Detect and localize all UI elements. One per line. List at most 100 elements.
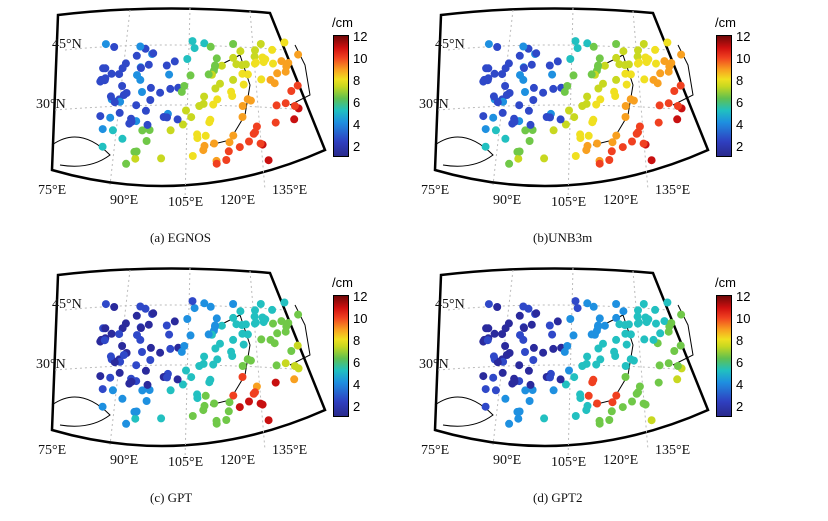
station-dot — [676, 81, 685, 90]
map-panel-3: 45°N 30°N 75°E 90°E 105°E 120°E 135°E /c… — [36, 265, 440, 520]
station-dot — [243, 95, 252, 104]
station-dot — [101, 40, 110, 49]
station-dot — [521, 386, 530, 395]
station-dot — [280, 298, 289, 307]
station-dot — [515, 361, 524, 370]
station-dot — [644, 315, 653, 324]
station-dot — [612, 300, 621, 308]
station-dot — [137, 324, 145, 332]
station-dot — [481, 385, 490, 394]
station-dot — [210, 139, 219, 148]
station-dot — [501, 324, 510, 333]
station-dot — [110, 43, 119, 51]
colorbar-tick: 12 — [353, 289, 368, 304]
station-dot — [484, 40, 493, 49]
station-dot — [644, 55, 653, 64]
station-dot — [141, 106, 150, 115]
station-dot — [626, 95, 635, 104]
station-dot — [188, 297, 197, 306]
station-dot — [561, 120, 570, 129]
station-dot — [294, 310, 303, 319]
station-dot — [199, 146, 208, 155]
station-dot — [619, 307, 628, 316]
station-dot — [539, 88, 548, 97]
station-dot — [149, 49, 158, 58]
station-dot — [290, 375, 299, 384]
station-dot — [521, 126, 530, 135]
station-dot — [225, 138, 234, 147]
station-dot — [138, 386, 147, 395]
station-dot — [110, 358, 119, 367]
station-dot — [256, 399, 265, 408]
station-dot — [236, 47, 245, 56]
station-dot — [498, 70, 507, 79]
station-dot — [527, 320, 536, 329]
colorbar-tick: 4 — [736, 377, 744, 392]
station-dot — [146, 356, 155, 364]
station-dot — [119, 91, 128, 99]
station-dot — [266, 75, 275, 84]
station-dot — [571, 152, 580, 160]
station-dot — [527, 60, 536, 69]
station-dot — [571, 412, 580, 420]
station-dot — [652, 319, 660, 328]
station-dot — [142, 397, 151, 405]
station-dot — [157, 154, 166, 163]
station-dot — [479, 112, 488, 121]
station-dot — [251, 46, 259, 55]
station-dot — [250, 52, 259, 61]
colorbar — [716, 35, 732, 157]
colorbar — [333, 35, 349, 157]
station-dot — [137, 64, 145, 72]
lat-label: 45°N — [435, 37, 465, 52]
station-dot — [281, 327, 290, 336]
station-dot — [571, 297, 580, 306]
station-dot — [178, 380, 187, 389]
station-dot — [251, 306, 259, 315]
lon-label: 90°E — [493, 193, 522, 208]
station-dot — [592, 100, 601, 109]
colorbar-tick: 8 — [353, 73, 361, 88]
station-dot — [281, 99, 290, 108]
station-dot — [639, 300, 648, 308]
station-dot — [656, 329, 665, 338]
station-dot — [540, 154, 549, 163]
station-dot — [272, 101, 281, 110]
station-dot — [264, 416, 273, 425]
station-dot — [125, 379, 134, 388]
station-dot — [290, 102, 299, 110]
station-dot — [502, 351, 511, 359]
station-dot — [206, 42, 215, 51]
colorbar — [333, 295, 349, 417]
station-dot — [570, 373, 579, 382]
station-dot — [173, 115, 182, 124]
station-dot — [245, 137, 253, 146]
station-dot — [200, 92, 209, 101]
station-dot — [490, 69, 499, 78]
station-dot — [673, 102, 682, 110]
station-dot — [576, 390, 585, 399]
station-dot — [663, 298, 672, 307]
station-dot — [493, 303, 502, 311]
station-dot — [106, 92, 115, 101]
station-dot — [612, 313, 621, 322]
station-dot — [553, 57, 562, 66]
station-dot — [493, 98, 502, 107]
station-dot — [498, 330, 507, 339]
station-dot — [287, 347, 296, 355]
station-dot — [515, 407, 524, 416]
station-dot — [565, 366, 573, 375]
station-dot — [493, 358, 502, 367]
station-dot — [483, 336, 492, 345]
map-panel-4: 45°N 30°N 75°E 90°E 105°E 120°E 135°E /c… — [419, 265, 823, 520]
station-dot — [222, 416, 231, 424]
station-dot — [106, 373, 115, 382]
station-dot — [273, 329, 282, 338]
station-dot — [212, 159, 221, 168]
station-dot — [532, 49, 541, 58]
station-dot — [188, 152, 197, 160]
station-dot — [612, 75, 621, 84]
station-dot — [515, 101, 524, 110]
colorbar-tick: 8 — [736, 333, 744, 348]
station-dot — [146, 343, 155, 352]
